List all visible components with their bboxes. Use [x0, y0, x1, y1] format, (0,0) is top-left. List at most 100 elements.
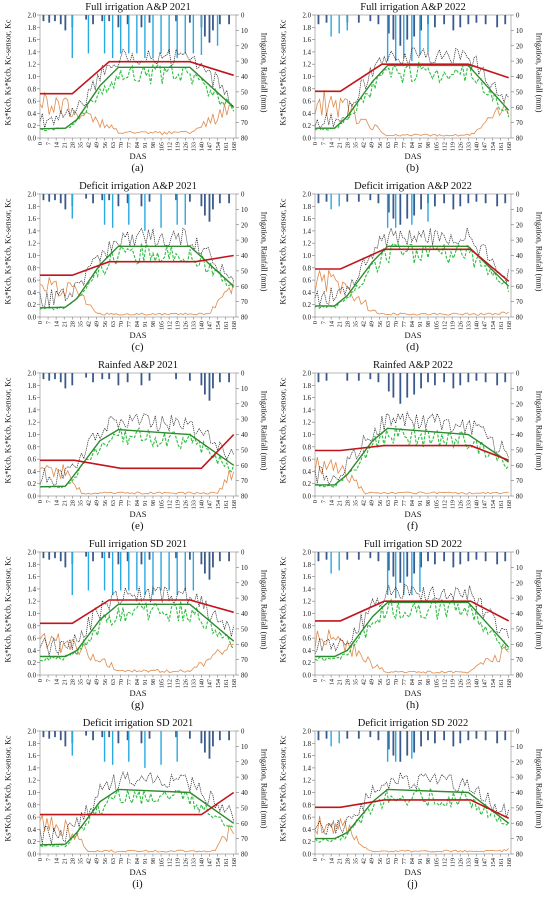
y-tick-label: 1.4: [303, 407, 312, 414]
x-tick-label: 70: [393, 142, 400, 148]
y2-tick-label: 60: [516, 642, 523, 649]
y2-tick-label: 0: [241, 371, 245, 378]
x-tick-label: 154: [215, 679, 222, 688]
rainfall-bar: [228, 373, 230, 383]
x-tick-label: 133: [191, 679, 198, 688]
y-tick-label: 1.8: [303, 562, 312, 569]
rainfall-bar: [413, 15, 416, 37]
x-tick-label: 35: [78, 500, 85, 506]
rainfall-bar: [140, 373, 143, 386]
x-tick-label: 84: [409, 858, 416, 864]
y-axis-label: Ks*Kcb, Ks*Kcb, Kc-sensor, Kc: [3, 377, 13, 484]
rainfall-bar: [64, 731, 67, 747]
y-tick-label: 0.6: [303, 457, 312, 464]
y2-tick-label: 80: [516, 852, 523, 859]
rainfall-bar: [117, 373, 120, 386]
y2-tick-label: 50: [241, 805, 248, 812]
y-tick-label: 0.4: [28, 648, 37, 655]
x-tick-label: 98: [150, 321, 157, 327]
x-axis-label: DAS: [404, 867, 422, 877]
y-tick-label: 1.8: [303, 204, 312, 211]
y-tick-label: 0.8: [28, 444, 37, 451]
x-tick-label: 147: [482, 679, 489, 688]
x-tick-label: 28: [344, 321, 351, 327]
y-tick-label: 1.0: [303, 253, 312, 260]
y2-tick-label: 10: [241, 386, 248, 393]
kc-sensor-line: [314, 771, 510, 836]
chart-panel-3: 0.0 0.2 0.4 0.6 0.8 1.0 1.2 1.4 1.6 1.8 2.0 0 10 20 30…: [0, 179, 275, 358]
x-tick-label: 35: [353, 858, 360, 864]
irrigation-bar: [128, 15, 130, 54]
x-tick-label: 14: [53, 142, 60, 148]
y2-tick-label: 0: [241, 729, 245, 736]
x-tick-label: 56: [102, 142, 109, 148]
rainfall-bar: [54, 552, 56, 559]
y-tick-label: 1.8: [28, 741, 37, 748]
rainfall-bar: [203, 373, 206, 395]
y-axis-label: Ks*Kcb, Ks*Kcb, Kc-sensor, Kc: [278, 19, 288, 126]
x-tick-label: 42: [361, 858, 368, 864]
rainfall-bar: [399, 373, 402, 404]
x-tick-label: 28: [69, 679, 76, 685]
x-tick-label: 77: [401, 500, 408, 506]
y2-axis-label: Irrigation, Rainfall (mm): [259, 211, 269, 292]
x-tick-label: 0: [37, 858, 44, 861]
rainfall-bar: [54, 373, 56, 380]
x-tick-label: 168: [506, 142, 513, 151]
y-tick-label: 0.2: [303, 481, 312, 488]
irrigation-bar: [176, 552, 178, 596]
y-tick-label: 2.0: [28, 371, 37, 378]
rainfall-bar: [452, 15, 455, 31]
y-tick-label: 0.2: [28, 660, 37, 667]
x-tick-label: 35: [78, 321, 85, 327]
y-tick-label: 1.0: [303, 432, 312, 439]
rainfall-bar: [42, 15, 45, 22]
kc-line: [40, 791, 235, 816]
y2-tick-label: 70: [516, 478, 523, 485]
y2-tick-label: 0: [516, 371, 520, 378]
irrigation-bar: [386, 552, 389, 596]
y-tick-label: 1.4: [303, 228, 312, 235]
y-tick-label: 1.2: [28, 241, 37, 248]
y2-tick-label: 60: [241, 463, 248, 470]
x-tick-label: 91: [142, 321, 149, 327]
x-tick-label: 84: [134, 142, 141, 148]
y2-tick-label: 50: [241, 447, 248, 454]
irrigation-bar: [395, 15, 397, 62]
rainfall-bar: [377, 552, 380, 562]
y2-tick-label: 80: [516, 673, 523, 680]
irrigation-bar: [168, 15, 170, 54]
rainfall-bar: [148, 373, 151, 381]
rainfall-bar: [59, 552, 62, 562]
irrigation-bar: [411, 731, 413, 759]
x-tick-label: 56: [102, 500, 109, 506]
rainfall-bar: [175, 552, 177, 559]
x-tick-label: 7: [320, 142, 327, 145]
ks-kcb-line: [314, 597, 509, 662]
rainfall-bar: [467, 194, 470, 204]
panel-title: Full irrigation A&P 2022: [360, 2, 466, 13]
rainfall-bar: [434, 373, 436, 386]
rainfall-bar: [317, 194, 320, 204]
x-tick-label: 133: [191, 321, 198, 330]
rainfall-bar: [126, 194, 129, 204]
x-tick-label: 112: [441, 142, 448, 151]
irrigation-bar: [152, 552, 154, 596]
x-tick-label: 42: [86, 679, 93, 685]
kc-sensor-line: [39, 227, 235, 309]
rainfall-bar: [148, 552, 151, 560]
panel-label: (g): [131, 699, 144, 711]
x-tick-label: 140: [474, 858, 481, 867]
y2-tick-label: 20: [516, 759, 523, 766]
rainfall-bar: [200, 552, 203, 565]
y2-tick-label: 30: [516, 59, 523, 66]
y-tick-label: 1.4: [28, 49, 37, 56]
rainfall-bar: [475, 373, 478, 381]
panel-title: Deficit irrigation A&P 2022: [354, 181, 472, 192]
x-tick-label: 154: [215, 858, 222, 867]
rainfall-bar: [54, 194, 56, 201]
kc-line: [40, 254, 234, 276]
irrigation-bar: [136, 15, 138, 54]
x-tick-label: 119: [174, 679, 181, 688]
y2-tick-label: 60: [241, 821, 248, 828]
